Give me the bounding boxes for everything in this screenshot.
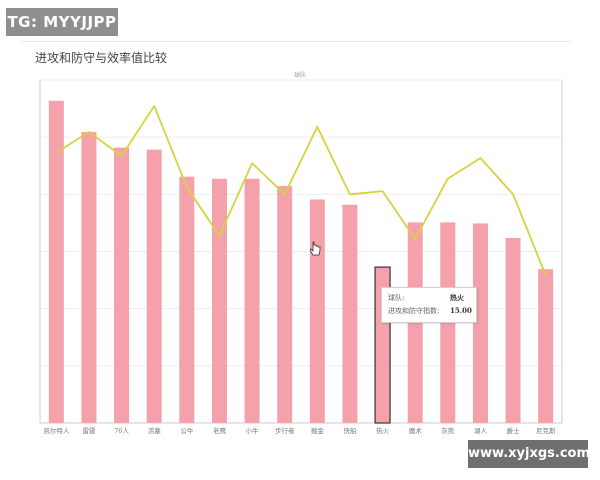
- tooltip-label-team: 球队:: [388, 294, 405, 302]
- x-tick-label: 凯尔特人: [43, 426, 70, 435]
- bar[interactable]: [277, 186, 293, 423]
- bar[interactable]: [472, 223, 488, 423]
- hover-tooltip: 球队: 热火 进攻和防守指数: 15.00: [381, 287, 477, 323]
- bar[interactable]: [81, 131, 97, 423]
- screenshot-frame: [10, 10, 590, 470]
- x-tick-label: 老鹰: [213, 426, 227, 435]
- bar[interactable]: [48, 100, 64, 424]
- x-tick-label: 尼克斯: [536, 426, 556, 435]
- x-tick-label: 热火: [376, 426, 390, 435]
- tooltip-value-team: 热火: [450, 293, 464, 302]
- x-tick-label: 76人: [114, 427, 129, 435]
- x-tick-label: 小牛: [246, 426, 260, 435]
- bar[interactable]: [538, 269, 554, 423]
- x-tick-label: 雷霆: [82, 427, 96, 435]
- x-tick-label: 湖人: [474, 426, 488, 435]
- bar[interactable]: [114, 147, 130, 423]
- bar[interactable]: [179, 176, 195, 423]
- line-path: [55, 105, 547, 276]
- bar[interactable]: [244, 178, 260, 423]
- bar[interactable]: [309, 199, 325, 423]
- x-tick-label: 灰熊: [441, 426, 455, 435]
- hand-cursor-icon: [310, 241, 321, 256]
- x-tick-label: 爵士: [507, 426, 521, 435]
- top-banner: TG: MYYJJPP: [6, 8, 118, 36]
- chart-title: 进攻和防守与效率值比较: [35, 51, 168, 65]
- watermark-banner: www.xyjxgs.com: [468, 440, 590, 468]
- x-tick-label: 魔术: [409, 426, 423, 435]
- x-tick-label: 活塞: [148, 426, 162, 435]
- top-divider: [22, 41, 570, 42]
- tooltip-label-index: 进攻和防守指数:: [388, 307, 440, 315]
- x-tick-label: 步行者: [275, 426, 295, 435]
- bar[interactable]: [211, 178, 227, 423]
- bar-series: [48, 100, 554, 424]
- bar[interactable]: [505, 237, 521, 423]
- chart-top-label: 球队: [294, 71, 306, 79]
- x-tick-label: 快船: [343, 426, 357, 435]
- line-series: [55, 105, 547, 276]
- bar[interactable]: [342, 204, 358, 423]
- x-tick-label: 公牛: [180, 426, 194, 435]
- x-tick-label: 掘金: [311, 426, 325, 435]
- tooltip-value-index: 15.00: [450, 306, 472, 315]
- x-tick-labels: 凯尔特人 雷霆 76人 活塞 公牛 老鹰 小牛 步行者 掘金 快船 热火 魔术 灰熊 湖人 爵士 尼克斯: [43, 426, 556, 435]
- bar[interactable]: [146, 149, 162, 423]
